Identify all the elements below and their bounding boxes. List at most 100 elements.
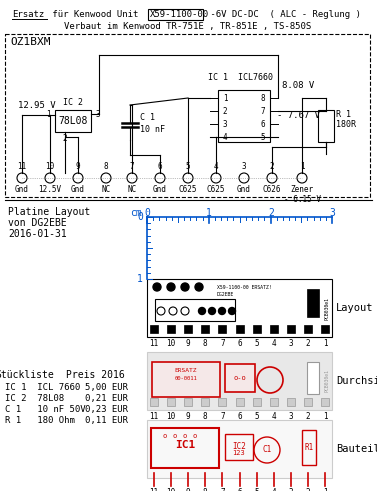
Text: NC: NC (127, 185, 136, 194)
Bar (155, 299, 235, 321)
Bar (184, 398, 192, 406)
Text: IC 2: IC 2 (63, 98, 83, 107)
Text: 4: 4 (271, 488, 276, 491)
Text: o: o (163, 433, 167, 439)
Bar (167, 398, 175, 406)
Circle shape (199, 307, 205, 315)
Text: 6: 6 (261, 119, 265, 129)
Text: 11: 11 (149, 412, 159, 421)
Text: 5: 5 (254, 412, 259, 421)
Bar (5, 34, 370, 197)
Text: C1: C1 (262, 445, 271, 455)
Text: PCB030e1: PCB030e1 (325, 370, 329, 392)
Text: o-o: o-o (234, 375, 247, 381)
Bar (270, 398, 278, 406)
Bar (218, 90, 270, 142)
Text: R 1: R 1 (336, 110, 351, 119)
Text: Zener
- 6.15 V: Zener - 6.15 V (284, 185, 320, 204)
Bar (147, 420, 332, 478)
Bar (253, 398, 261, 406)
Bar (304, 398, 312, 406)
Bar (318, 110, 334, 142)
Text: 5: 5 (254, 488, 259, 491)
Text: 2: 2 (268, 208, 274, 218)
Text: PCB030e1: PCB030e1 (325, 297, 329, 320)
Text: Gnd: Gnd (237, 185, 251, 194)
Text: 11: 11 (149, 488, 159, 491)
Text: o: o (193, 433, 197, 439)
Text: 7: 7 (130, 162, 134, 171)
Bar (225, 364, 255, 392)
Bar (321, 325, 329, 333)
Text: 2: 2 (223, 107, 227, 115)
Circle shape (195, 283, 203, 291)
Text: 11: 11 (149, 339, 159, 348)
Text: 1: 1 (223, 93, 227, 103)
Text: 3: 3 (95, 109, 100, 118)
Text: Stückliste: Stückliste (0, 370, 54, 380)
Text: 8: 8 (203, 412, 208, 421)
Text: 4: 4 (214, 162, 218, 171)
Text: 3: 3 (329, 208, 335, 218)
Text: 8: 8 (261, 93, 265, 103)
Text: Ersatz: Ersatz (12, 10, 44, 19)
Bar (307, 362, 319, 394)
Bar (270, 325, 278, 333)
Bar (167, 325, 175, 333)
Text: 0: 0 (137, 212, 143, 222)
Text: 4: 4 (271, 339, 276, 348)
Text: X59-1100-00: X59-1100-00 (150, 10, 209, 19)
Bar (304, 325, 312, 333)
Text: Gnd: Gnd (71, 185, 85, 194)
Bar (302, 430, 316, 465)
Text: Gnd: Gnd (153, 185, 167, 194)
Text: IC 1  ICL7660: IC 1 ICL7660 (208, 73, 273, 82)
Text: o: o (173, 433, 177, 439)
Circle shape (208, 307, 216, 315)
Circle shape (181, 283, 189, 291)
Bar (150, 325, 158, 333)
Text: 123: 123 (233, 450, 245, 456)
Circle shape (228, 307, 236, 315)
Text: C 1: C 1 (140, 112, 155, 121)
Text: 12.5V: 12.5V (38, 185, 61, 194)
Text: 2: 2 (306, 339, 310, 348)
Text: 10: 10 (45, 162, 55, 171)
Text: Durchsicht: Durchsicht (336, 376, 377, 386)
Text: 5: 5 (261, 133, 265, 141)
Text: 4: 4 (223, 133, 227, 141)
Bar (55, 110, 91, 132)
Text: 8: 8 (203, 339, 208, 348)
Text: 180R: 180R (336, 120, 356, 129)
Text: 2: 2 (63, 134, 67, 143)
Text: C626: C626 (263, 185, 281, 194)
Bar (150, 398, 158, 406)
Text: 7: 7 (220, 488, 225, 491)
Text: 2016-01-31: 2016-01-31 (8, 229, 67, 239)
Bar (147, 352, 332, 410)
Text: 5: 5 (186, 162, 190, 171)
Text: 11: 11 (17, 162, 27, 171)
Bar (307, 289, 319, 317)
Bar (236, 325, 244, 333)
Text: IC 2  78L08: IC 2 78L08 (5, 394, 64, 403)
Text: 1: 1 (137, 274, 143, 284)
Bar (201, 325, 209, 333)
Circle shape (167, 283, 175, 291)
Text: 3: 3 (288, 488, 293, 491)
Text: 3: 3 (223, 119, 227, 129)
Text: 6: 6 (237, 412, 242, 421)
Text: 0: 0 (144, 208, 150, 218)
Text: 10 nF: 10 nF (140, 126, 165, 135)
Bar (201, 398, 209, 406)
Text: 7: 7 (261, 107, 265, 115)
Text: Gnd: Gnd (15, 185, 29, 194)
Text: 8.08 V: 8.08 V (282, 81, 314, 89)
Text: 2: 2 (306, 488, 310, 491)
Text: für Kenwood Unit: für Kenwood Unit (47, 10, 144, 19)
Text: 6: 6 (158, 162, 162, 171)
Text: 1: 1 (300, 162, 304, 171)
Text: 1: 1 (323, 412, 327, 421)
Text: C625: C625 (179, 185, 197, 194)
Text: o: o (183, 433, 187, 439)
